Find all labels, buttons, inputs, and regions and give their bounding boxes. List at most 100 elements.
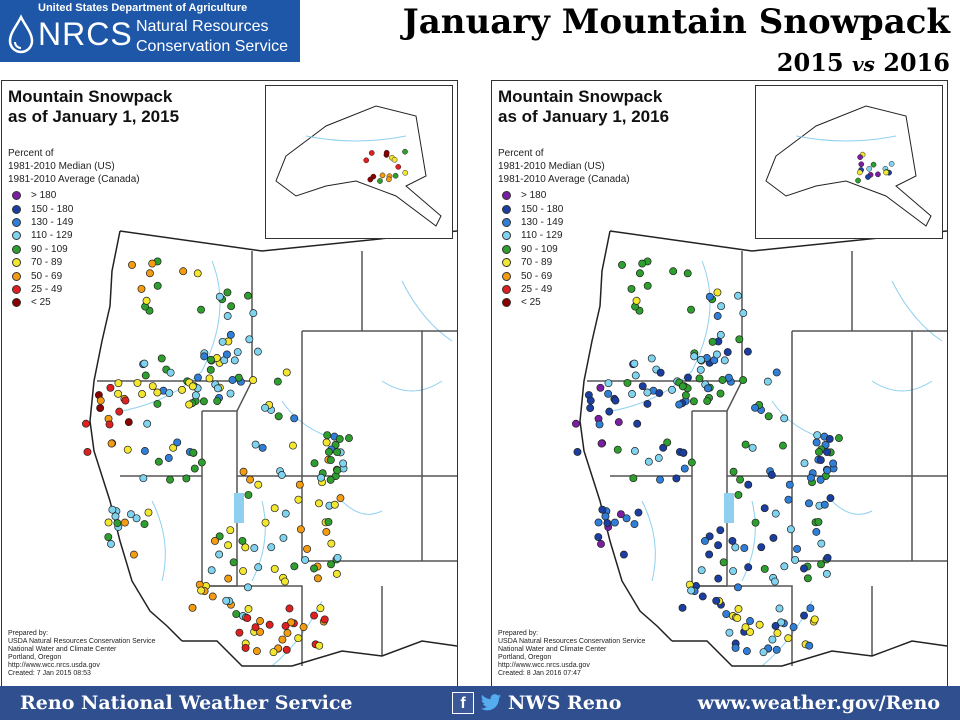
twitter-icon[interactable] — [480, 693, 502, 713]
nrcs-logo: United States Department of Agriculture … — [0, 0, 300, 62]
station-dot — [777, 618, 786, 627]
station-dot — [145, 269, 154, 278]
mexico-border — [182, 640, 457, 667]
footer-social[interactable]: f NWS Reno — [452, 692, 621, 714]
station-dot — [759, 648, 768, 657]
station-dot — [713, 288, 722, 297]
legend-label: < 25 — [521, 297, 541, 309]
station-dot — [333, 466, 342, 475]
station-dot — [769, 533, 778, 542]
desc-line: Percent of — [498, 148, 544, 159]
social-handle[interactable]: NWS Reno — [508, 692, 622, 714]
station-dot — [805, 641, 814, 650]
station-dot — [817, 539, 826, 548]
station-dot — [218, 337, 227, 346]
station-dot — [114, 379, 123, 388]
station-dot — [716, 330, 725, 339]
facebook-icon[interactable]: f — [452, 692, 474, 714]
station-dot — [254, 480, 263, 489]
legend-label: 110 - 129 — [31, 230, 73, 242]
station-dot — [104, 533, 113, 541]
legend-label: 50 - 69 — [31, 270, 63, 282]
station-dot — [722, 610, 731, 618]
station-dot — [739, 376, 748, 385]
station-dot — [281, 622, 290, 630]
river-line — [891, 280, 943, 342]
station-dot — [107, 439, 116, 448]
river-line — [251, 500, 266, 582]
legend-label: 50 - 69 — [521, 270, 553, 282]
station-dot — [768, 635, 777, 644]
station-dot — [166, 368, 175, 377]
station-dot — [261, 403, 270, 412]
station-dot — [274, 412, 283, 421]
station-dot — [206, 365, 215, 374]
station-dot — [189, 448, 198, 457]
legend-swatch — [502, 217, 511, 227]
station-dot — [143, 419, 152, 428]
legend-label: 70 - 89 — [31, 257, 63, 269]
station-dot — [228, 376, 237, 384]
state-border — [202, 585, 303, 666]
station-dot — [734, 291, 742, 300]
station-dot — [188, 382, 197, 391]
station-dot — [703, 384, 712, 393]
station-dot — [215, 532, 224, 541]
station-dot — [287, 618, 296, 627]
state-border — [692, 585, 793, 666]
station-dot — [675, 400, 684, 409]
station-dot — [729, 467, 738, 476]
legend-item: 90 - 109 — [12, 243, 73, 256]
station-dot — [829, 459, 838, 468]
station-dot — [277, 471, 286, 479]
station-dot — [205, 374, 214, 383]
station-dot — [708, 337, 717, 346]
station-dot — [789, 623, 798, 632]
station-dot — [736, 475, 745, 484]
station-dot — [775, 604, 784, 613]
station-dot — [310, 564, 318, 573]
station-dot — [226, 389, 235, 398]
station-dot — [870, 161, 877, 168]
station-dot — [252, 647, 261, 656]
station-dot — [767, 471, 776, 479]
station-dot — [779, 441, 787, 450]
station-dot — [597, 439, 606, 448]
station-dot — [132, 514, 141, 523]
station-dot — [800, 611, 808, 620]
station-dot — [303, 544, 312, 553]
station-dot — [153, 281, 162, 290]
website-link[interactable]: www.weather.gov/Reno — [697, 692, 940, 714]
station-dot — [281, 577, 289, 586]
legend-swatch — [12, 191, 21, 201]
station-dot — [823, 448, 832, 457]
station-dot — [215, 550, 224, 559]
station-dot — [803, 574, 812, 583]
station-dot — [744, 563, 753, 572]
station-dot — [703, 397, 712, 406]
station-dot — [725, 628, 734, 637]
page-title: January Mountain Snowpack — [402, 2, 950, 42]
station-dot — [239, 467, 248, 476]
station-dot — [166, 475, 174, 484]
station-dot — [597, 540, 605, 548]
station-dot — [140, 447, 149, 455]
station-dot — [207, 355, 215, 364]
station-dot — [254, 563, 263, 572]
station-dot — [616, 510, 625, 519]
station-dot — [740, 544, 749, 553]
station-dot — [760, 504, 769, 513]
station-dot — [744, 480, 753, 489]
station-dot — [705, 292, 714, 301]
station-dot — [296, 525, 305, 534]
station-dot — [713, 312, 722, 320]
station-dot — [630, 359, 639, 368]
station-dot — [596, 383, 605, 392]
legend-label: 70 - 89 — [521, 257, 553, 269]
station-dot — [697, 566, 706, 575]
station-dot — [104, 518, 113, 527]
station-dot — [200, 352, 209, 361]
station-dot — [261, 518, 270, 527]
station-dot — [810, 615, 819, 624]
station-dot — [227, 302, 236, 311]
